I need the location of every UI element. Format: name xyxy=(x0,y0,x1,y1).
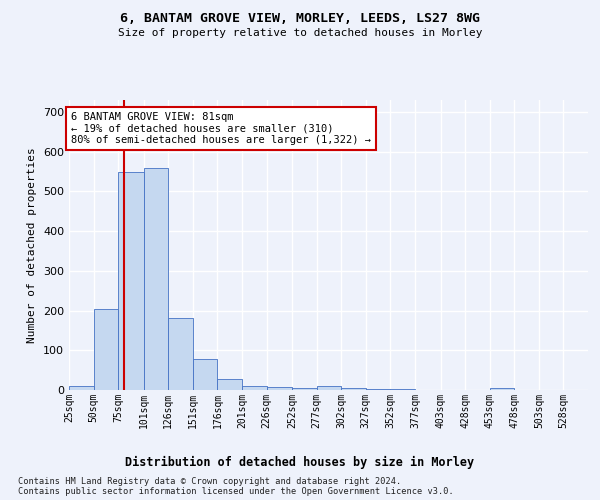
Bar xyxy=(94,308,118,390)
Bar xyxy=(391,389,415,390)
Bar xyxy=(341,388,366,390)
Y-axis label: Number of detached properties: Number of detached properties xyxy=(28,147,37,343)
Bar xyxy=(69,386,94,390)
Bar xyxy=(317,386,341,390)
Bar xyxy=(490,388,514,390)
Bar xyxy=(144,168,168,390)
Bar xyxy=(292,388,317,390)
Text: Size of property relative to detached houses in Morley: Size of property relative to detached ho… xyxy=(118,28,482,38)
Bar xyxy=(242,386,266,390)
Bar xyxy=(168,318,193,390)
Text: Contains public sector information licensed under the Open Government Licence v3: Contains public sector information licen… xyxy=(18,486,454,496)
Bar xyxy=(217,379,242,390)
Text: 6 BANTAM GROVE VIEW: 81sqm
← 19% of detached houses are smaller (310)
80% of sem: 6 BANTAM GROVE VIEW: 81sqm ← 19% of deta… xyxy=(71,112,371,145)
Bar xyxy=(266,387,292,390)
Bar xyxy=(118,172,144,390)
Text: Distribution of detached houses by size in Morley: Distribution of detached houses by size … xyxy=(125,456,475,469)
Bar xyxy=(193,359,217,390)
Text: Contains HM Land Registry data © Crown copyright and database right 2024.: Contains HM Land Registry data © Crown c… xyxy=(18,476,401,486)
Bar xyxy=(366,389,391,390)
Text: 6, BANTAM GROVE VIEW, MORLEY, LEEDS, LS27 8WG: 6, BANTAM GROVE VIEW, MORLEY, LEEDS, LS2… xyxy=(120,12,480,26)
